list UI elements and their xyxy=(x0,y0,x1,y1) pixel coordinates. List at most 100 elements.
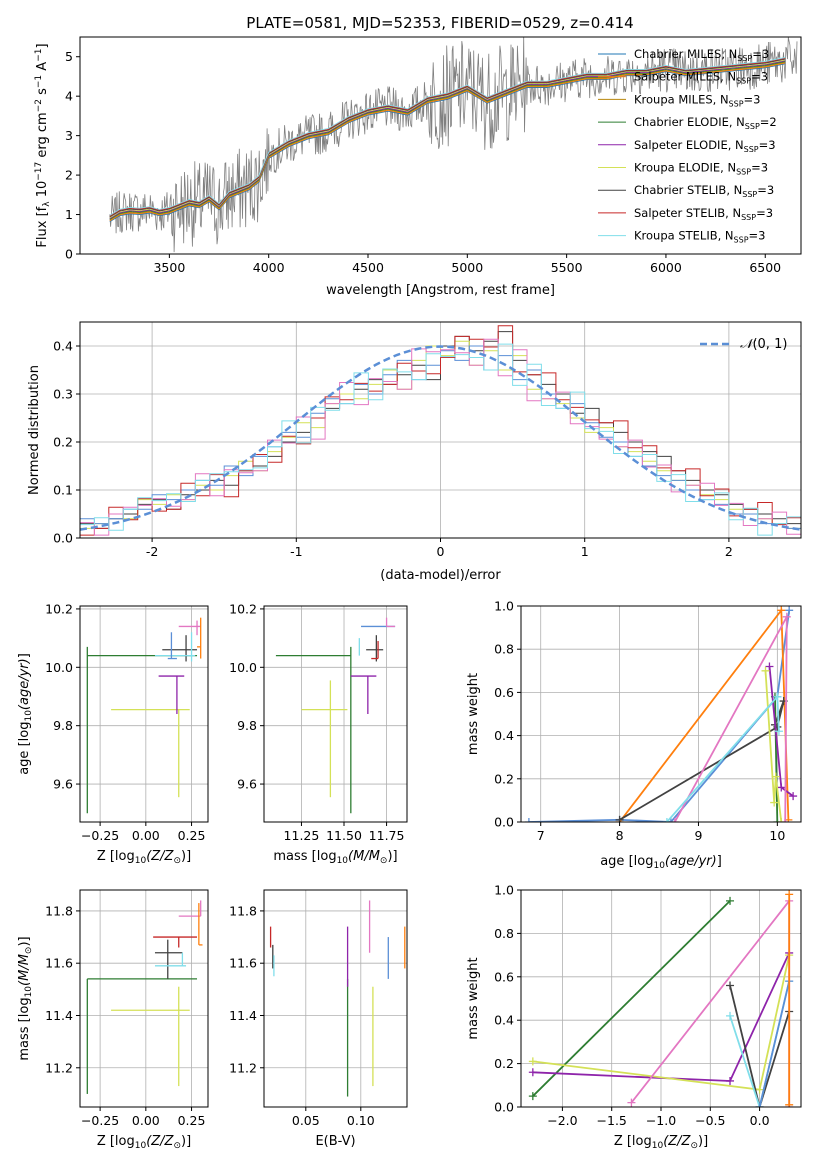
y-tick-label: 2 xyxy=(65,168,73,183)
series-marker xyxy=(726,981,735,990)
x-tick-label: 11.75 xyxy=(369,828,405,843)
x-axis-label: (data-model)/error xyxy=(380,568,501,583)
axes-frame xyxy=(79,889,209,1108)
series-marker xyxy=(770,798,779,807)
series-marker xyxy=(524,818,533,822)
series-marker xyxy=(785,890,794,899)
y-axis-label-part: −1 xyxy=(34,75,44,88)
y-tick-label: 10.0 xyxy=(45,660,73,675)
spectrum-model-line xyxy=(109,62,786,222)
axes-mass_vs_EBV: 0.05 0.10 11.2 11.4 11.6 11.8 E(B-V) xyxy=(229,889,408,1149)
spectrum-model-line xyxy=(109,61,786,221)
x-axis-label-math: (age/yr) xyxy=(665,854,717,869)
spectrum-model-line xyxy=(109,58,786,218)
x-tick-label: 0.25 xyxy=(178,828,206,843)
legend-label-sub: SSP xyxy=(729,99,744,108)
y-tick-label: 9.6 xyxy=(53,777,73,792)
x-tick-label: 0.00 xyxy=(132,828,160,843)
y-tick-label: 10.0 xyxy=(229,660,257,675)
legend-label: Chabrier MILES, NSSP=3 xyxy=(634,47,769,63)
y-tick-label: 0.0 xyxy=(494,815,514,830)
x-tick-label: 5000 xyxy=(451,260,483,275)
axes-residual_histogram: -2 -1 0 1 2 0.0 0.1 0.2 0.3 0.4 (data-model)/error… xyxy=(27,321,802,583)
scatter-plot xyxy=(86,900,203,1094)
y-axis-label-part: ] xyxy=(35,43,50,48)
x-tick-label: −0.25 xyxy=(81,1113,119,1128)
legend-label: Salpeter MILES, NSSP=3 xyxy=(634,70,768,86)
series-line xyxy=(528,610,791,822)
x-tick-label: −1.5 xyxy=(597,1113,627,1128)
y-axis-label-math: (age/yr) xyxy=(17,658,32,710)
spectrum-model-line xyxy=(109,59,786,219)
spectrum-model-line xyxy=(109,60,786,219)
series-marker xyxy=(789,792,798,801)
y-tick-label: 1.0 xyxy=(494,883,514,898)
y-tick-label: 0.1 xyxy=(53,483,73,498)
y-tick-label: 0.6 xyxy=(494,969,514,984)
y-axis-label: mass weight xyxy=(466,673,481,755)
axes-mass_weight_vs_Z: −2.0 −1.5 −1.0 −0.5 0.0 0.0 0.2 0.4 0.6 0.8 1.0 mas… xyxy=(466,883,802,1151)
y-tick-label: 5 xyxy=(65,49,73,64)
series-marker xyxy=(726,896,735,905)
x-axis-label-close: ] xyxy=(717,854,722,869)
y-tick-label: 11.6 xyxy=(229,956,257,971)
error-bar-point xyxy=(154,632,196,662)
legend-label-name: Chabrier STELIB, N xyxy=(634,183,742,197)
x-tick-label: 1 xyxy=(581,544,589,559)
x-axis-label-sub2: ⊙ xyxy=(173,1141,181,1151)
error-bar-point xyxy=(198,903,203,946)
y-axis-label: Flux [fλ 10−17 erg cm−2 s−1 A−1] xyxy=(34,43,52,247)
y-tick-label: 0.4 xyxy=(494,1013,514,1028)
x-tick-label: −0.5 xyxy=(695,1113,725,1128)
axes-mass_weight_vs_age: 7 8 9 10 0.0 0.2 0.4 0.6 0.8 1.0 mass weight age [l… xyxy=(466,599,802,871)
histogram-plot xyxy=(80,325,801,538)
legend-label: Kroupa MILES, NSSP=3 xyxy=(634,92,760,108)
series-marker xyxy=(528,1057,537,1066)
axes-frame xyxy=(520,605,802,823)
series-line xyxy=(619,700,785,821)
scatter-plot xyxy=(269,900,406,1097)
y-axis-label: age [log10(age/yr)] xyxy=(17,653,34,775)
y-axis-label-part: 10 xyxy=(35,181,50,202)
error-bar-point xyxy=(178,900,202,917)
x-tick-label: -1 xyxy=(290,544,302,559)
legend-label-sub: SSP xyxy=(734,236,749,245)
y-tick-label: 11.6 xyxy=(45,956,73,971)
x-tick-label: 11.50 xyxy=(326,828,362,843)
error-bar-point xyxy=(366,635,384,662)
x-axis-label: age [log10(age/yr)] xyxy=(600,854,722,871)
y-tick-label: 0.2 xyxy=(494,771,514,786)
x-axis-label-close: )] xyxy=(181,1134,191,1149)
x-tick-label: 11.25 xyxy=(284,828,320,843)
y-tick-label: 1 xyxy=(65,207,73,222)
scatter-plot xyxy=(86,617,202,814)
normal-curve xyxy=(80,345,801,531)
x-tick-label: −1.0 xyxy=(646,1113,676,1128)
series-marker xyxy=(670,818,679,822)
y-axis-label: mass [log10(M/M⊙)] xyxy=(17,936,34,1060)
error-bar-point xyxy=(154,952,187,967)
legend-label-sub: SSP xyxy=(742,190,757,199)
series-marker xyxy=(781,818,790,822)
y-tick-label: 9.6 xyxy=(237,777,257,792)
x-axis-label-sub2: ⊙ xyxy=(380,856,388,866)
series-marker xyxy=(627,1098,636,1107)
x-tick-label: 3500 xyxy=(153,260,185,275)
y-tick-label: 0.4 xyxy=(494,728,514,743)
axes-spectrum: 3500 4000 4500 5000 5500 6000 6500 0 1 2 3 4 5 wavele… xyxy=(34,36,802,298)
y-tick-label: 0.2 xyxy=(53,435,73,450)
legend-label-count: =3 xyxy=(757,183,774,197)
axes-frame xyxy=(263,889,408,1108)
y-tick-label: 0.3 xyxy=(53,387,73,402)
series-marker xyxy=(785,1100,794,1107)
x-tick-label: 0.10 xyxy=(347,1113,375,1128)
legend-label-sub: SSP xyxy=(744,145,759,154)
series-line xyxy=(618,607,790,822)
legend-label-name: Kroupa ELODIE, N xyxy=(634,161,736,175)
axes-age_vs_Z: −0.25 0.00 0.25 9.6 9.8 10.0 10.2 Z [log10(Z/Z⊙… xyxy=(17,601,209,866)
x-axis-label-sub: 10 xyxy=(653,861,665,871)
legend-label-count: =3 xyxy=(759,138,776,152)
error-bar-point xyxy=(86,978,198,1094)
series-marker xyxy=(765,662,774,671)
x-tick-label: 10 xyxy=(769,828,785,843)
